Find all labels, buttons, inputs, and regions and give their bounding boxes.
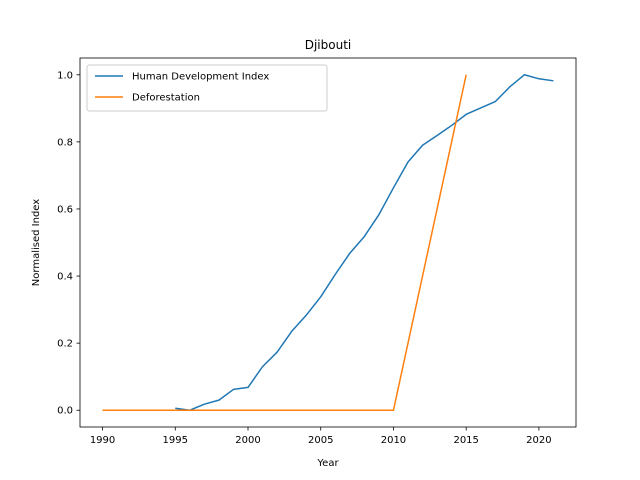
axes-frame — [79, 57, 577, 428]
legend-label-0: Human Development Index — [132, 72, 269, 83]
series-line-0 — [175, 74, 554, 411]
x-axis-title: Year — [316, 458, 339, 469]
y-tick-label: 1.0 — [57, 70, 73, 81]
chart-title: Djibouti — [305, 38, 352, 52]
y-tick-label: 0.8 — [57, 137, 73, 148]
x-tick-label: 1995 — [163, 435, 188, 446]
y-axis-title: Normalised Index — [31, 199, 42, 286]
series-line-1 — [102, 74, 467, 411]
legend: Human Development Index Deforestation — [86, 64, 328, 112]
x-tick-label: 1990 — [90, 435, 115, 446]
plot-area — [102, 74, 554, 411]
x-tick-label: 2000 — [235, 435, 260, 446]
y-tick-label: 0.4 — [57, 272, 73, 283]
x-tick-label: 2020 — [526, 435, 551, 446]
legend-box — [86, 64, 328, 112]
x-axis: 1990 1995 2000 2005 2010 2015 2020 — [90, 427, 552, 446]
x-tick-label: 2010 — [381, 435, 406, 446]
x-tick-label: 2005 — [308, 435, 333, 446]
y-tick-label: 0.6 — [57, 204, 73, 215]
legend-label-1: Deforestation — [132, 93, 200, 104]
y-tick-label: 0.0 — [57, 406, 73, 417]
y-axis: 0.0 0.2 0.4 0.6 0.8 1.0 — [57, 70, 80, 417]
y-tick-label: 0.2 — [57, 339, 73, 350]
x-tick-label: 2015 — [453, 435, 478, 446]
